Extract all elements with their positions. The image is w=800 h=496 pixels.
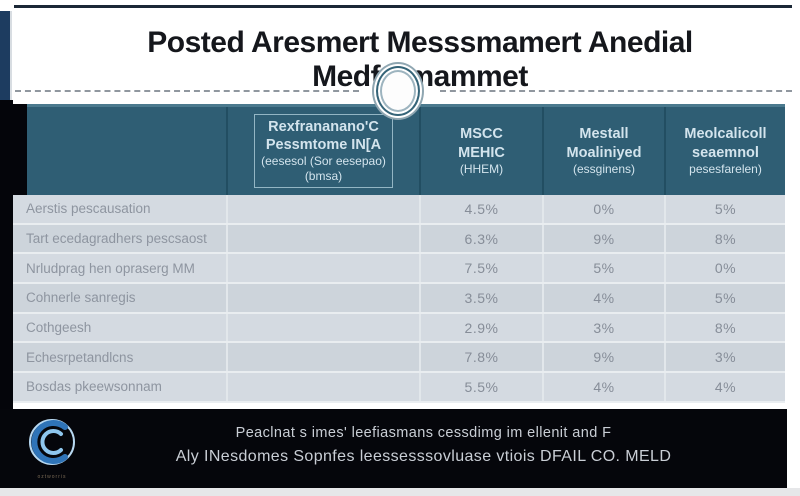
table-row: Tart ecedagradhers pescsaost 6.3% 9% 8% xyxy=(13,224,785,255)
row-label: Echesrpetandlcns xyxy=(26,349,134,365)
table-header-row: Rexfrananano'C Pessmtome IN[A (eesesol (… xyxy=(13,104,785,195)
row-value: 0% xyxy=(664,254,785,283)
row-label: Nrludprag hen opraserg MM xyxy=(26,260,195,276)
header-inner-box: Rexfrananano'C Pessmtome IN[A (eesesol (… xyxy=(254,113,393,189)
row-value: 8% xyxy=(664,313,785,342)
page-title: Posted Aresmert Messsmamert Anedial Medf… xyxy=(147,26,693,93)
table-row: Cothgeesh 2.9% 3% 8% xyxy=(13,313,785,344)
table-row: Echesrpetandlcns 7.8% 9% 3% xyxy=(13,343,785,374)
row-value: 5% xyxy=(664,195,785,223)
row-value: 7.8% xyxy=(419,343,542,372)
row-value: 3% xyxy=(542,313,664,342)
col-header-empty xyxy=(13,107,226,195)
logo-caption: oztworris xyxy=(37,474,67,480)
col-header-mestall: Mestall Moaliniyed (essginens) xyxy=(542,107,664,195)
top-rule-line xyxy=(14,5,792,8)
header-line: pesesfarelen) xyxy=(689,161,762,176)
header-line: Pessmtome IN[A xyxy=(265,137,382,153)
bottom-gray-strip xyxy=(0,488,800,496)
row-empty-cell xyxy=(226,254,419,283)
row-value: 4% xyxy=(542,373,664,401)
row-value: 9% xyxy=(542,224,664,253)
row-value: 8% xyxy=(664,224,785,253)
row-value: 4% xyxy=(542,284,664,312)
wave-logo-icon xyxy=(29,419,75,465)
row-empty-cell xyxy=(226,284,419,312)
row-label: Bosdas pkeewsonnam xyxy=(26,379,162,395)
row-value: 3.5% xyxy=(419,284,542,312)
row-value: 0% xyxy=(542,195,664,223)
header-line: (bmsa) xyxy=(304,169,343,184)
header-line: (essginens) xyxy=(572,161,636,176)
divider-right-segment xyxy=(440,90,792,92)
header-line: Moaliniyed xyxy=(566,144,642,161)
row-empty-cell xyxy=(226,313,419,342)
col-header-mscc: MSCC MEHIC (HHEM) xyxy=(419,107,542,195)
table-row: Aerstis pescausation 4.5% 0% 5% xyxy=(13,195,785,225)
header-black-notch xyxy=(13,104,27,195)
row-value: 5% xyxy=(542,254,664,283)
header-line: seaemnol xyxy=(692,144,759,161)
row-value: 9% xyxy=(542,343,664,372)
row-value: 4.5% xyxy=(419,195,542,223)
row-value: 2.9% xyxy=(419,313,542,342)
col-header-reference: Rexfrananano'C Pessmtome IN[A (eesesol (… xyxy=(226,107,419,195)
footer-line-2: Aly INesdomes Sopnfes leessesssovluase v… xyxy=(175,447,672,465)
header-line: (eesesol (Sor eesepao) xyxy=(261,154,386,169)
header-line: Rexfrananano'C xyxy=(268,118,379,135)
row-value: 4% xyxy=(664,373,785,401)
row-label: Cohnerle sanregis xyxy=(26,290,136,306)
table-row: Bosdas pkeewsonnam 5.5% 4% 4% xyxy=(13,373,785,403)
table-body: Aerstis pescausation 4.5% 0% 5% Tart ece… xyxy=(13,195,785,403)
header-line: MSCC xyxy=(460,126,503,143)
row-value: 5% xyxy=(664,284,785,312)
data-table: Rexfrananano'C Pessmtome IN[A (eesesol (… xyxy=(13,104,785,403)
footer-line-1: Peaclnat s imes' leefiasmans cessdimg im… xyxy=(235,425,612,441)
circle-ornament xyxy=(376,66,420,116)
table-row: Cohnerle sanregis 3.5% 4% 5% xyxy=(13,284,785,314)
row-label: Aerstis pescausation xyxy=(26,201,151,217)
header-line: Meolcalicoll xyxy=(684,126,767,143)
footer-bar: oztworris Peaclnat s imes' leefiasmans c… xyxy=(0,409,787,488)
header-line: (HHEM) xyxy=(459,161,504,176)
row-label: Cothgeesh xyxy=(26,320,92,336)
logo: oztworris xyxy=(20,415,84,485)
table-row: Nrludprag hen opraserg MM 7.5% 5% 0% xyxy=(13,254,785,285)
row-empty-cell xyxy=(226,373,419,401)
row-empty-cell xyxy=(226,343,419,372)
header-line: MEHIC xyxy=(458,144,505,161)
left-black-strip xyxy=(0,100,13,419)
row-value: 5.5% xyxy=(419,373,542,401)
row-value: 3% xyxy=(664,343,785,372)
header-line: Mestall xyxy=(579,126,629,143)
divider-left-segment xyxy=(15,90,359,92)
left-accent-bar xyxy=(0,11,12,101)
row-value: 6.3% xyxy=(419,224,542,253)
row-label: Tart ecedagradhers pescsaost xyxy=(26,231,207,247)
row-empty-cell xyxy=(226,195,419,223)
row-value: 7.5% xyxy=(419,254,542,283)
row-empty-cell xyxy=(226,224,419,253)
col-header-medical: Meolcalicoll seaemnol pesesfarelen) xyxy=(664,107,785,195)
footer-text: Peaclnat s imes' leefiasmans cessdimg im… xyxy=(90,423,757,469)
